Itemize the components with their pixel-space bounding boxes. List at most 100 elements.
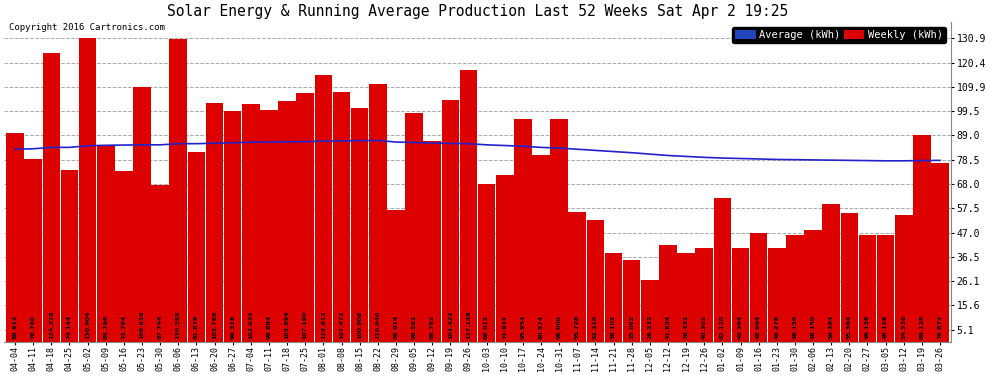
Bar: [206, 104, 224, 342]
Text: 62.120: 62.120: [720, 315, 725, 339]
Bar: [260, 110, 278, 342]
Text: 107.190: 107.190: [303, 311, 308, 339]
Text: 74.144: 74.144: [67, 315, 72, 339]
Bar: [858, 235, 876, 342]
Title: Solar Energy & Running Average Production Last 52 Weeks Sat Apr 2 19:25: Solar Energy & Running Average Productio…: [167, 4, 788, 19]
Bar: [43, 53, 60, 342]
Text: 48.150: 48.150: [811, 315, 816, 339]
Bar: [496, 175, 514, 342]
Bar: [296, 93, 314, 342]
Bar: [732, 248, 749, 342]
Text: 38.102: 38.102: [611, 315, 616, 339]
Text: 73.784: 73.784: [122, 315, 127, 339]
Text: 46.136: 46.136: [865, 315, 870, 339]
Bar: [533, 155, 549, 342]
Bar: [278, 101, 296, 342]
Text: 103.894: 103.894: [284, 311, 290, 339]
Bar: [405, 113, 423, 342]
Bar: [877, 235, 894, 342]
Text: 98.562: 98.562: [412, 315, 417, 339]
Bar: [478, 184, 495, 342]
Text: 117.146: 117.146: [466, 311, 471, 339]
Text: 89.128: 89.128: [920, 315, 925, 339]
Bar: [459, 70, 477, 342]
Bar: [749, 233, 767, 342]
Text: 38.432: 38.432: [684, 315, 689, 339]
Text: 67.744: 67.744: [157, 315, 162, 339]
Bar: [568, 213, 586, 342]
Text: 130.904: 130.904: [85, 311, 90, 339]
Text: 96.000: 96.000: [556, 315, 561, 339]
Text: 86.762: 86.762: [430, 315, 435, 339]
Text: 40.364: 40.364: [738, 315, 743, 339]
Bar: [550, 119, 568, 342]
Bar: [587, 220, 604, 342]
Bar: [714, 198, 732, 342]
Bar: [514, 119, 532, 342]
Bar: [369, 84, 386, 342]
Bar: [442, 100, 459, 342]
Bar: [224, 111, 242, 342]
Text: 46.128: 46.128: [883, 315, 888, 339]
Bar: [695, 248, 713, 342]
Text: 68.012: 68.012: [484, 315, 489, 339]
Text: 55.364: 55.364: [846, 315, 851, 339]
Bar: [169, 39, 187, 342]
Text: 107.472: 107.472: [339, 311, 344, 339]
Bar: [350, 108, 368, 342]
Text: 26.532: 26.532: [647, 315, 652, 339]
Text: 114.912: 114.912: [321, 311, 326, 339]
Text: 40.278: 40.278: [774, 315, 779, 339]
Text: 76.872: 76.872: [938, 315, 942, 339]
Text: 55.728: 55.728: [575, 315, 580, 339]
Bar: [60, 170, 78, 342]
Text: 99.318: 99.318: [231, 315, 236, 339]
Bar: [79, 38, 96, 342]
Bar: [333, 93, 350, 342]
Bar: [823, 204, 840, 342]
Bar: [424, 141, 441, 342]
Bar: [188, 152, 205, 342]
Text: 54.536: 54.536: [901, 315, 906, 339]
Text: 40.302: 40.302: [702, 315, 707, 339]
Text: 46.964: 46.964: [756, 315, 761, 339]
Bar: [115, 171, 133, 342]
Bar: [786, 235, 804, 342]
Bar: [605, 254, 623, 342]
Text: 100.808: 100.808: [357, 311, 362, 339]
Text: 56.914: 56.914: [393, 315, 398, 339]
Text: 81.878: 81.878: [194, 315, 199, 339]
Text: 84.796: 84.796: [103, 315, 108, 339]
Legend: Average (kWh), Weekly (kWh): Average (kWh), Weekly (kWh): [733, 27, 945, 44]
Text: 99.884: 99.884: [266, 315, 271, 339]
Bar: [623, 260, 641, 342]
Text: 52.310: 52.310: [593, 315, 598, 339]
Bar: [659, 244, 677, 342]
Bar: [804, 230, 822, 342]
Bar: [677, 253, 695, 342]
Bar: [25, 159, 42, 342]
Text: Copyright 2016 Cartronics.com: Copyright 2016 Cartronics.com: [9, 23, 164, 32]
Bar: [642, 280, 658, 342]
Text: 104.422: 104.422: [447, 311, 452, 339]
Text: 102.634: 102.634: [248, 311, 253, 339]
Text: 130.588: 130.588: [176, 311, 181, 339]
Text: 80.574: 80.574: [539, 315, 544, 339]
Text: 110.940: 110.940: [375, 311, 380, 339]
Text: 95.954: 95.954: [521, 315, 526, 339]
Text: 124.328: 124.328: [49, 311, 53, 339]
Text: 89.912: 89.912: [13, 315, 18, 339]
Bar: [242, 104, 259, 342]
Text: 109.936: 109.936: [140, 311, 145, 339]
Text: 46.130: 46.130: [792, 315, 797, 339]
Bar: [768, 248, 786, 342]
Bar: [151, 184, 169, 342]
Bar: [6, 133, 24, 342]
Bar: [913, 135, 931, 342]
Text: 102.766: 102.766: [212, 311, 217, 339]
Bar: [895, 215, 913, 342]
Text: 71.941: 71.941: [502, 315, 507, 339]
Text: 59.364: 59.364: [829, 315, 834, 339]
Bar: [315, 75, 333, 342]
Bar: [134, 87, 150, 342]
